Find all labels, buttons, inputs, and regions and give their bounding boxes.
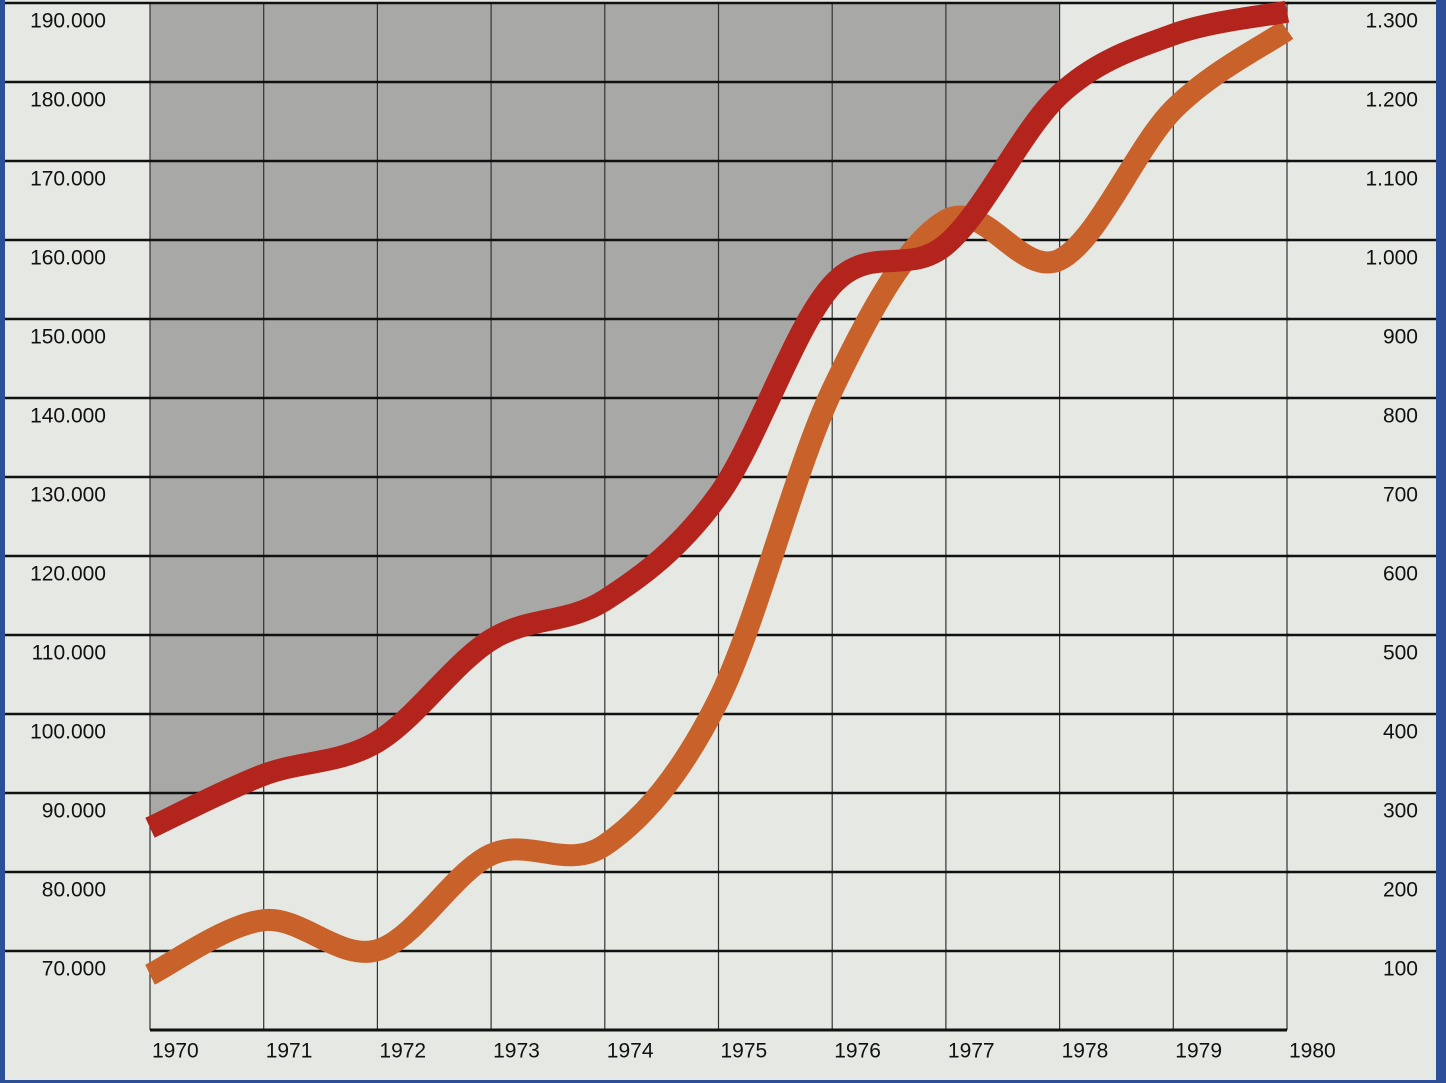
x-tick-label: 1978	[1062, 1040, 1109, 1063]
y-tick-label: 170.000	[30, 168, 106, 191]
x-tick-label: 1970	[152, 1040, 199, 1063]
y-tick-label: 110.000	[32, 642, 106, 665]
y2-tick-label: 700	[1383, 484, 1418, 507]
y2-tick-label: 900	[1383, 326, 1418, 349]
x-tick-label: 1977	[948, 1040, 995, 1063]
y-tick-label: 80.000	[42, 879, 106, 902]
y-tick-label: 120.000	[30, 563, 106, 586]
x-tick-label: 1980	[1289, 1040, 1336, 1063]
y2-tick-label: 300	[1383, 800, 1418, 823]
y2-tick-label: 800	[1383, 405, 1418, 428]
y-tick-label: 90.000	[42, 800, 106, 823]
x-tick-label: 1973	[493, 1040, 540, 1063]
y2-tick-label: 100	[1383, 958, 1418, 981]
x-tick-label: 1975	[721, 1040, 768, 1063]
x-tick-label: 1971	[266, 1040, 313, 1063]
y-tick-label: 70.000	[42, 958, 106, 981]
data-line	[145, 0, 1290, 838]
y2-tick-label: 1.100	[1365, 168, 1418, 191]
y2-tick-label: 1.200	[1365, 89, 1418, 112]
y2-tick-label: 1.000	[1365, 247, 1418, 270]
y2-tick-label: 200	[1383, 879, 1418, 902]
data-line	[144, 20, 1294, 985]
y-tick-label: 160.000	[30, 247, 106, 270]
y-tick-label: 100.000	[30, 721, 106, 744]
x-tick-label: 1972	[379, 1040, 426, 1063]
y-tick-label: 150.000	[30, 326, 106, 349]
y-tick-label: 180.000	[30, 89, 106, 112]
y-tick-label: 130.000	[30, 484, 106, 507]
y2-tick-label: 500	[1383, 642, 1418, 665]
y2-tick-label: 400	[1383, 721, 1418, 744]
x-tick-label: 1974	[607, 1040, 654, 1063]
x-tick-label: 1976	[834, 1040, 881, 1063]
y2-tick-label: 600	[1383, 563, 1418, 586]
y2-tick-label: 1.300	[1365, 10, 1418, 33]
y-tick-label: 140.000	[30, 405, 106, 428]
x-tick-label: 1979	[1175, 1040, 1222, 1063]
y-tick-label: 190.000	[30, 10, 106, 33]
